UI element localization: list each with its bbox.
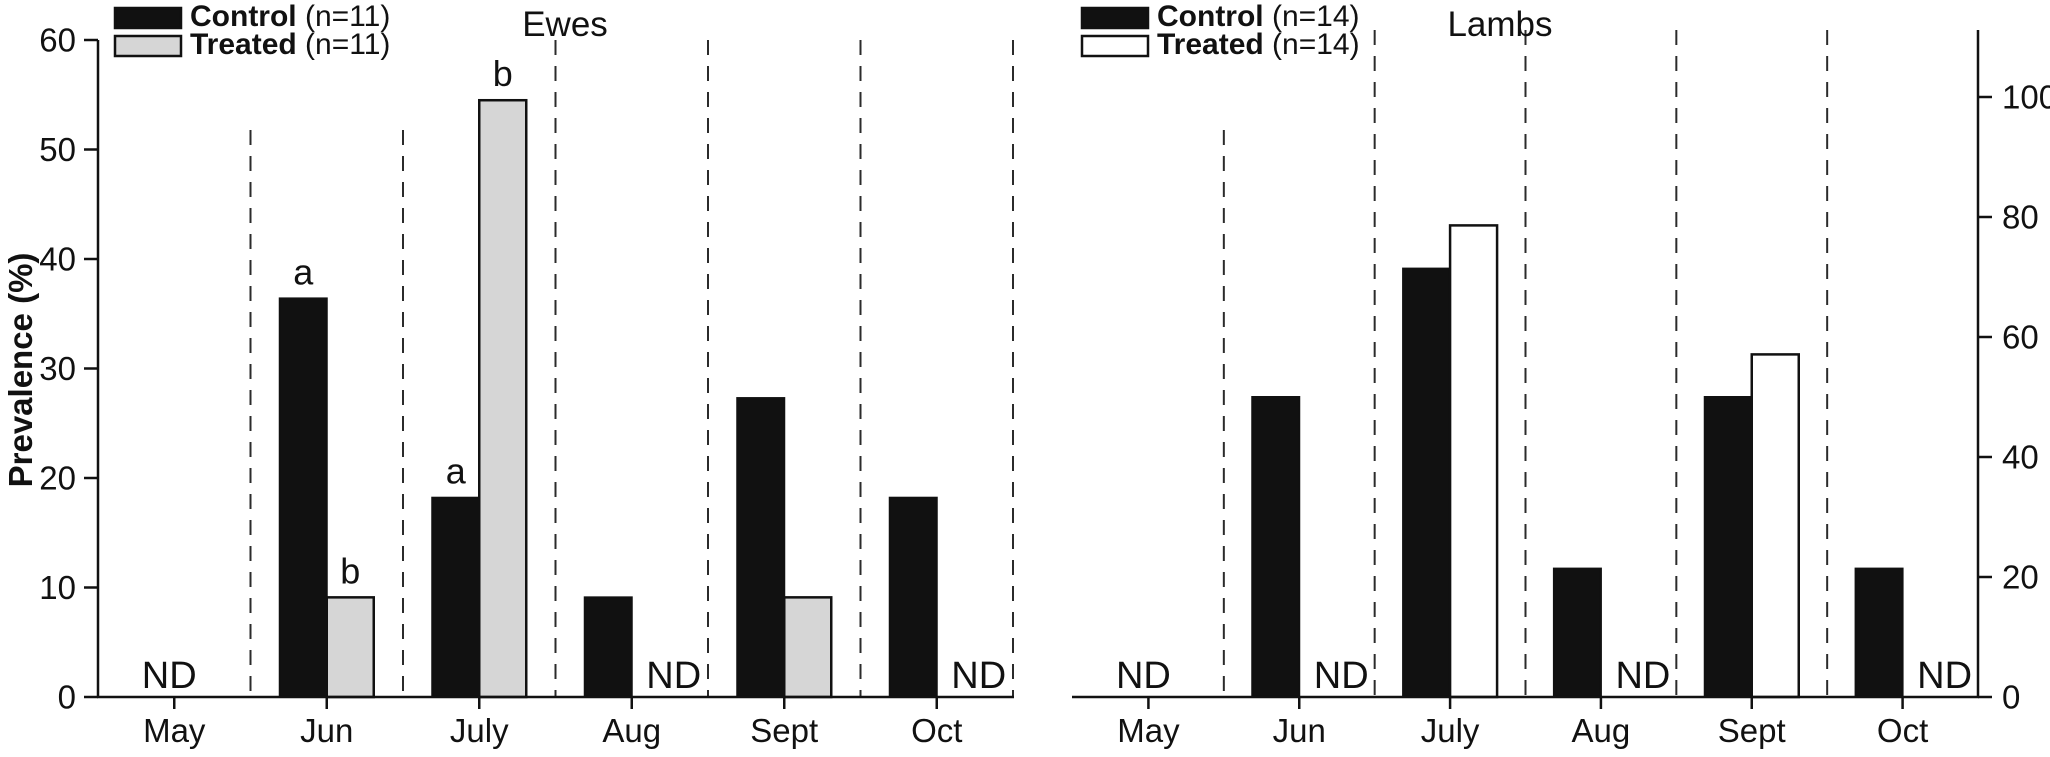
x-tick-label: Sept bbox=[750, 712, 818, 749]
nd-label: ND bbox=[142, 655, 197, 697]
legend-swatch-control bbox=[113, 6, 183, 30]
bar-control-oct bbox=[1854, 567, 1904, 698]
panel-title: Lambs bbox=[1447, 5, 1552, 44]
y-tick-label: 20 bbox=[2002, 559, 2039, 596]
y-tick-label: 40 bbox=[39, 241, 76, 278]
bar-control-sept bbox=[736, 397, 786, 698]
sig-letter: b bbox=[340, 550, 360, 591]
bar-treated-july bbox=[1448, 224, 1499, 699]
panel-title: Ewes bbox=[522, 5, 608, 44]
bar-control-sept bbox=[1703, 396, 1753, 698]
panel-lambs: Control (n=14)Treated (n=14) bbox=[1072, 0, 1992, 709]
y-tick-label: 60 bbox=[2002, 319, 2039, 356]
legend-label-control: Control (n=14) bbox=[1157, 0, 1360, 33]
y-tick-label: 0 bbox=[58, 679, 76, 716]
y-tick-label: 0 bbox=[2002, 679, 2020, 716]
legend-label-treated: Treated (n=11) bbox=[190, 28, 390, 61]
nd-label: ND bbox=[1917, 655, 1972, 697]
y-tick-label: 60 bbox=[39, 22, 76, 59]
y-tick-label: 50 bbox=[39, 131, 76, 168]
x-tick-label: July bbox=[1421, 712, 1480, 749]
y-axis-title: Prevalence (%) bbox=[2, 253, 39, 488]
x-tick-label: Aug bbox=[1572, 712, 1631, 749]
x-tick-label: July bbox=[450, 712, 509, 749]
y-tick-label: 10 bbox=[39, 569, 76, 606]
bar-control-jun bbox=[278, 297, 328, 698]
x-tick-label: Jun bbox=[300, 712, 353, 749]
bar-control-jun bbox=[1251, 396, 1301, 698]
nd-label: ND bbox=[1314, 655, 1369, 697]
legend-swatch-treated bbox=[113, 34, 183, 58]
bar-treated-sept bbox=[783, 596, 833, 699]
bar-control-july bbox=[431, 496, 481, 698]
y-tick-label: 100 bbox=[2002, 79, 2050, 116]
bar-control-july bbox=[1402, 267, 1452, 698]
y-tick-label: 30 bbox=[39, 350, 76, 387]
nd-label: ND bbox=[1615, 655, 1670, 697]
x-tick-label: Aug bbox=[602, 712, 661, 749]
legend-label-control: Control (n=11) bbox=[190, 0, 390, 33]
nd-label: ND bbox=[951, 655, 1006, 697]
bar-treated-sept bbox=[1750, 353, 1800, 699]
x-tick-label: Jun bbox=[1273, 712, 1326, 749]
y-tick-label: 40 bbox=[2002, 439, 2039, 476]
bar-control-oct bbox=[888, 496, 938, 698]
panel-ewes: Control (n=11)Treated (n=11) bbox=[84, 0, 1014, 709]
bar-treated-jun bbox=[325, 596, 375, 699]
legend-swatch-control bbox=[1080, 6, 1150, 30]
legend-label-treated: Treated (n=14) bbox=[1157, 28, 1360, 61]
bar-control-aug bbox=[1552, 567, 1602, 698]
bar-control-aug bbox=[583, 596, 633, 698]
x-tick-label: May bbox=[143, 712, 206, 749]
sig-letter: b bbox=[493, 53, 513, 94]
bar-treated-july bbox=[478, 98, 528, 699]
nd-label: ND bbox=[646, 655, 701, 697]
x-tick-label: Oct bbox=[911, 712, 962, 749]
y-tick-label: 20 bbox=[39, 460, 76, 497]
sig-letter: a bbox=[446, 451, 467, 492]
x-tick-label: May bbox=[1117, 712, 1180, 749]
legend-swatch-treated bbox=[1080, 34, 1150, 58]
y-tick-label: 80 bbox=[2002, 199, 2039, 236]
x-tick-label: Oct bbox=[1877, 712, 1928, 749]
nd-label: ND bbox=[1116, 655, 1171, 697]
x-tick-label: Sept bbox=[1718, 712, 1786, 749]
sig-letter: a bbox=[293, 251, 314, 292]
